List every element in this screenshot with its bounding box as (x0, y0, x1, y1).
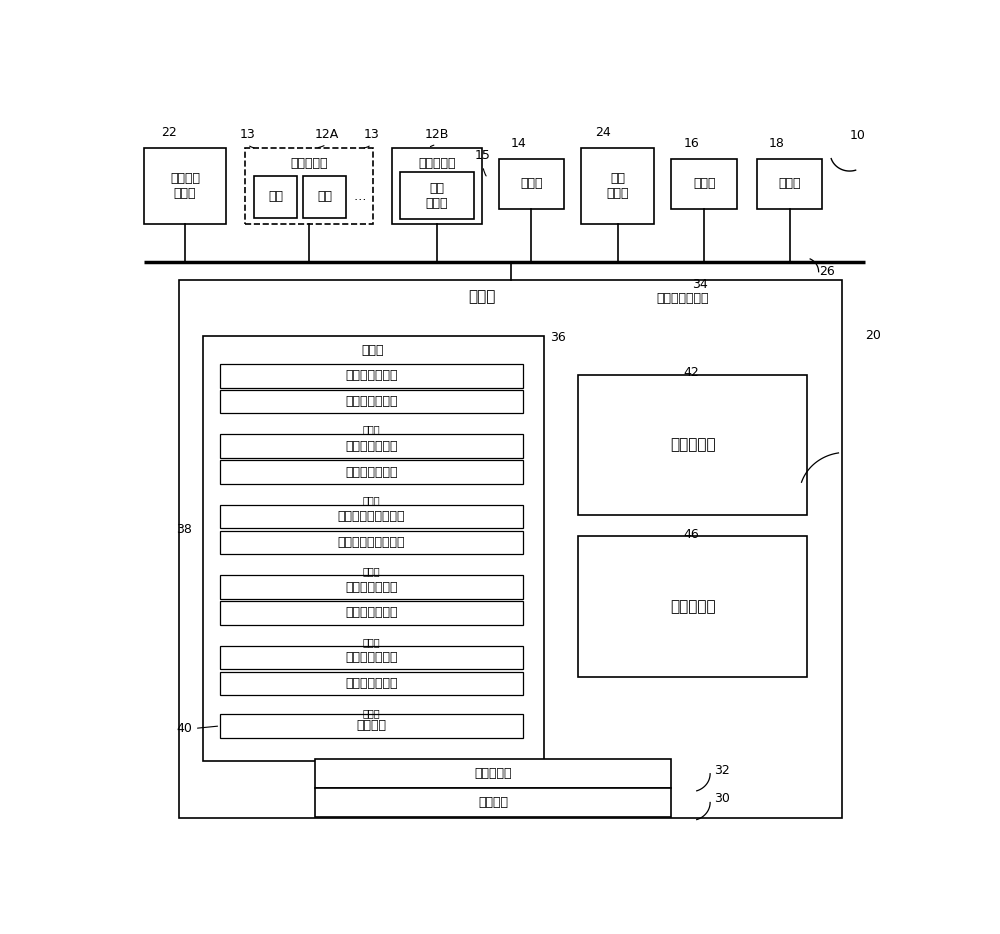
Text: 输出处理模块１: 输出处理模块１ (345, 651, 398, 664)
FancyBboxPatch shape (220, 672, 523, 695)
FancyBboxPatch shape (220, 504, 523, 529)
Text: 42: 42 (683, 366, 699, 379)
FancyBboxPatch shape (220, 645, 523, 670)
Text: 过滤处理模块２: 过滤处理模块２ (345, 465, 398, 478)
Text: 15: 15 (475, 149, 491, 163)
Text: 操作系统: 操作系统 (478, 796, 508, 809)
Text: 处理控制部: 处理控制部 (670, 599, 716, 614)
Text: 46: 46 (683, 528, 699, 541)
Text: 输入处理模块１: 输入处理模块１ (345, 369, 398, 382)
Text: 图像
输出部: 图像 输出部 (606, 172, 629, 200)
FancyBboxPatch shape (220, 434, 523, 458)
Text: ・・・: ・・・ (363, 424, 380, 434)
FancyBboxPatch shape (315, 759, 671, 788)
FancyBboxPatch shape (179, 280, 842, 818)
FancyBboxPatch shape (220, 389, 523, 414)
Text: ・・・: ・・・ (363, 566, 380, 576)
Text: …: … (354, 191, 366, 204)
Text: 36: 36 (550, 332, 565, 345)
Text: 32: 32 (714, 764, 730, 777)
FancyBboxPatch shape (220, 363, 523, 388)
Text: 输入处理模块２: 输入处理模块２ (345, 395, 398, 408)
FancyBboxPatch shape (254, 177, 297, 218)
FancyBboxPatch shape (581, 149, 654, 223)
FancyBboxPatch shape (315, 788, 671, 817)
FancyBboxPatch shape (578, 375, 807, 515)
Text: 12A: 12A (314, 128, 339, 141)
Text: ・・・: ・・・ (363, 637, 380, 647)
FancyBboxPatch shape (400, 173, 474, 219)
Text: 12B: 12B (424, 128, 449, 141)
Text: 22: 22 (161, 126, 177, 139)
Text: 应用程序群: 应用程序群 (474, 767, 512, 780)
FancyBboxPatch shape (220, 575, 523, 599)
Text: ・・・: ・・・ (363, 708, 380, 718)
Text: 本地
存储器: 本地 存储器 (426, 182, 448, 210)
Text: 18: 18 (768, 137, 784, 150)
Text: 核心: 核心 (268, 191, 283, 204)
Text: 第１运算部: 第１运算部 (290, 157, 328, 170)
Text: 缩放处理模块２: 缩放处理模块２ (345, 606, 398, 619)
Text: 图像数据
提供部: 图像数据 提供部 (170, 172, 200, 200)
Text: 显示部: 显示部 (693, 177, 716, 191)
FancyBboxPatch shape (202, 336, 544, 761)
Text: 20: 20 (865, 329, 881, 342)
Text: 10: 10 (849, 129, 865, 142)
Text: 30: 30 (714, 792, 730, 805)
FancyBboxPatch shape (578, 536, 807, 676)
FancyBboxPatch shape (757, 159, 822, 209)
Text: 颜色变换处理模块１: 颜色变换处理模块１ (338, 510, 405, 523)
Text: 第２运算部: 第２运算部 (418, 157, 456, 170)
Text: 颜色变换处理模块２: 颜色变换处理模块２ (338, 536, 405, 549)
Text: 输出处理模块２: 输出处理模块２ (345, 677, 398, 690)
Text: 缩放处理模块１: 缩放处理模块１ (345, 581, 398, 594)
Text: 缓冲模块: 缓冲模块 (356, 719, 386, 732)
Text: 14: 14 (510, 137, 526, 150)
Text: 模块库: 模块库 (362, 345, 384, 358)
FancyBboxPatch shape (220, 460, 523, 484)
Text: 存储部: 存储部 (468, 289, 495, 304)
Text: 24: 24 (595, 126, 611, 139)
Text: 13: 13 (364, 128, 379, 141)
Text: ・・・: ・・・ (363, 495, 380, 505)
Text: 过滤处理模块１: 过滤处理模块１ (345, 440, 398, 453)
Text: 26: 26 (819, 265, 834, 278)
Text: 40: 40 (177, 722, 192, 735)
Text: 13: 13 (240, 128, 255, 141)
Text: 34: 34 (692, 278, 708, 291)
FancyBboxPatch shape (245, 149, 373, 223)
Text: 图像处理程序群: 图像处理程序群 (657, 291, 709, 304)
FancyBboxPatch shape (499, 159, 564, 209)
FancyBboxPatch shape (220, 601, 523, 625)
Text: 38: 38 (177, 523, 192, 536)
FancyBboxPatch shape (392, 149, 482, 223)
Text: 16: 16 (683, 137, 699, 150)
Text: 存储器: 存储器 (520, 177, 543, 191)
Text: 核心: 核心 (317, 191, 332, 204)
FancyBboxPatch shape (220, 714, 523, 738)
FancyBboxPatch shape (144, 149, 226, 223)
Text: 操作部: 操作部 (778, 177, 801, 191)
FancyBboxPatch shape (671, 159, 737, 209)
FancyBboxPatch shape (303, 177, 346, 218)
Text: 处理构建部: 处理构建部 (670, 437, 716, 452)
FancyBboxPatch shape (220, 531, 523, 555)
